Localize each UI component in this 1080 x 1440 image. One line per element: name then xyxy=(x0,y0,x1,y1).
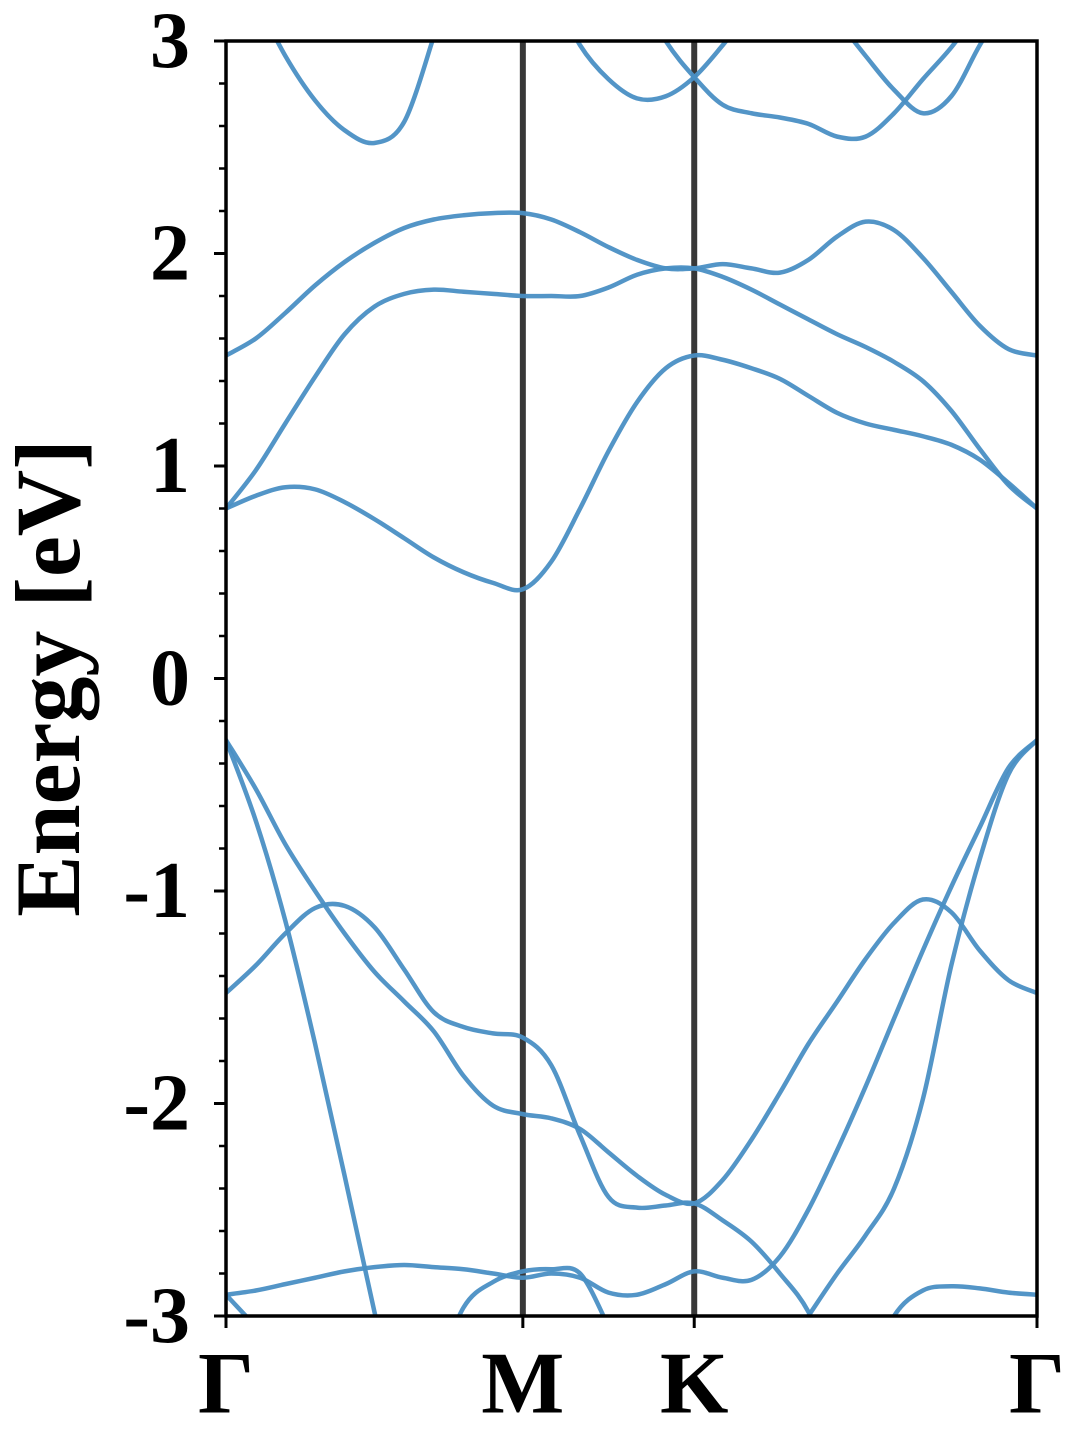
y-tick-label: 1 xyxy=(150,422,190,510)
x-tick-label: K xyxy=(660,1336,728,1433)
band-line xyxy=(274,41,435,146)
y-axis-label: Energy [eV] xyxy=(0,439,99,917)
band-line xyxy=(805,737,1037,1316)
y-tick-label: 3 xyxy=(150,0,190,85)
x-tick-label: Γ xyxy=(1009,1336,1065,1433)
plot-area xyxy=(226,41,1037,1316)
y-tick-label: -3 xyxy=(123,1272,190,1360)
band-line xyxy=(226,1283,1037,1316)
band-line xyxy=(456,1265,606,1316)
x-tick-label: M xyxy=(481,1336,564,1433)
band-line xyxy=(226,737,1037,1298)
band-line xyxy=(226,265,1037,511)
y-tick-label: 0 xyxy=(150,635,190,723)
band-line xyxy=(226,737,378,1316)
band-line xyxy=(574,41,730,103)
y-tick-label: -1 xyxy=(123,847,190,935)
y-tick-label: 2 xyxy=(150,210,190,298)
band-line xyxy=(226,737,1037,1207)
band-line xyxy=(226,901,814,1316)
band-line xyxy=(850,41,985,116)
x-tick-label: Γ xyxy=(198,1336,254,1433)
band-line xyxy=(663,41,960,142)
band-line xyxy=(226,352,1037,593)
y-tick-label: -2 xyxy=(123,1060,190,1148)
band-line xyxy=(226,210,1037,358)
